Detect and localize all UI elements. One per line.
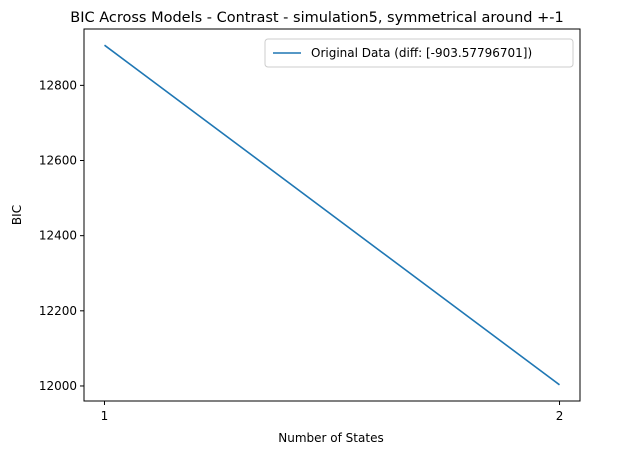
x-tick-label: 2 xyxy=(556,409,564,423)
y-axis-label: BIC xyxy=(10,205,24,225)
legend-box xyxy=(264,38,574,68)
legend-label: Original Data (diff: [-903.57796701]) xyxy=(311,46,532,60)
y-tick-label: 12000 xyxy=(39,379,77,393)
series-layer xyxy=(104,44,560,386)
plot-frame xyxy=(83,28,581,402)
y-tick-label: 12800 xyxy=(39,78,77,92)
y-tick-label: 12400 xyxy=(39,229,77,243)
y-tick-label: 12600 xyxy=(39,154,77,168)
y-axis: 12000 12200 12400 12600 12800 xyxy=(39,78,84,393)
x-axis-label: Number of States xyxy=(278,431,383,445)
x-tick-label: 1 xyxy=(101,409,109,423)
chart-title: BIC Across Models - Contrast - simulatio… xyxy=(70,10,563,26)
legend: Original Data (diff: [-903.57796701]) xyxy=(264,38,574,68)
y-tick-label: 12200 xyxy=(39,304,77,318)
series-line-0 xyxy=(104,44,560,386)
